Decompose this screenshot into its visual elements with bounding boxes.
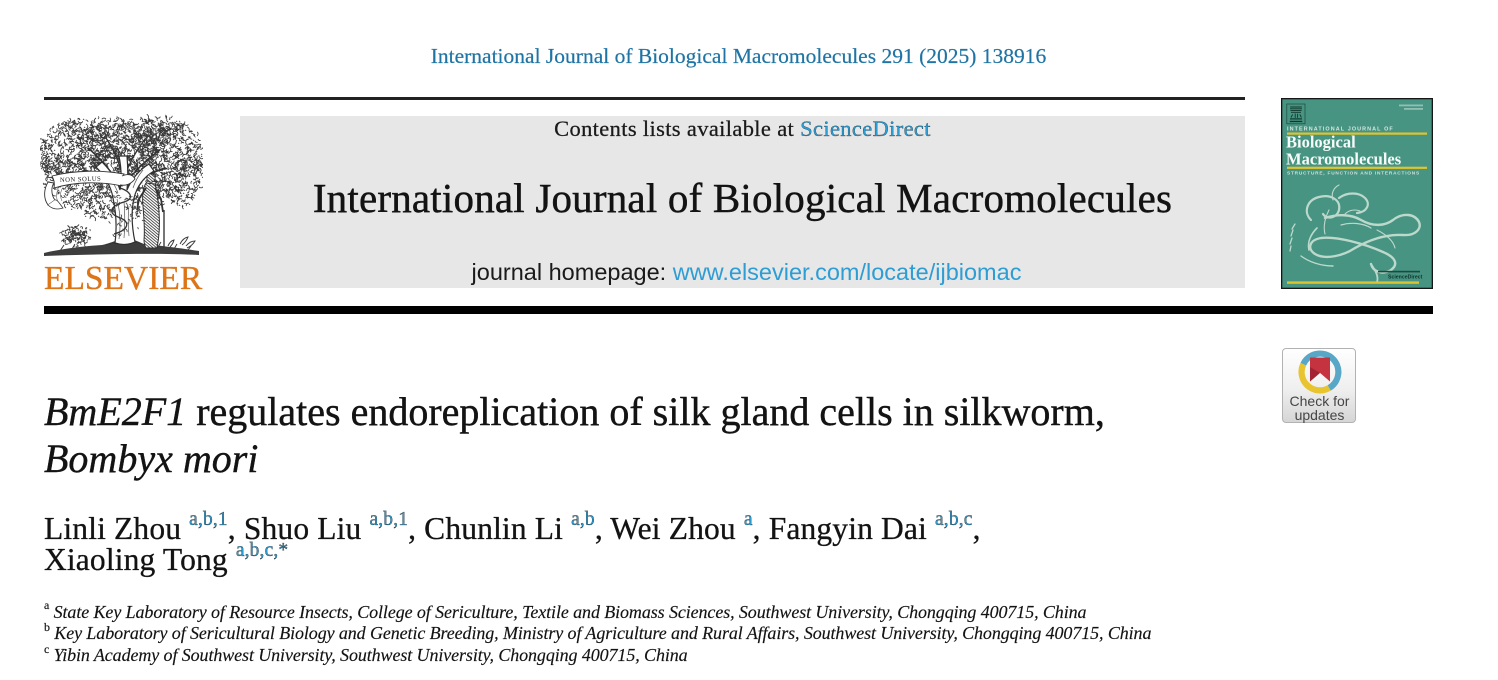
svg-text:Biological: Biological — [1286, 133, 1356, 152]
svg-text:ScienceDirect: ScienceDirect — [1388, 275, 1423, 281]
svg-text:Check for: Check for — [1290, 393, 1350, 409]
svg-text:STRUCTURE, FUNCTION AND INTERA: STRUCTURE, FUNCTION AND INTERACTIONS — [1287, 171, 1420, 177]
svg-text:INTERNATIONAL JOURNAL OF: INTERNATIONAL JOURNAL OF — [1287, 126, 1394, 132]
svg-text:NON SOLUS: NON SOLUS — [60, 176, 102, 184]
svg-text:updates: updates — [1295, 407, 1345, 423]
svg-text:Macromolecules: Macromolecules — [1286, 150, 1402, 169]
